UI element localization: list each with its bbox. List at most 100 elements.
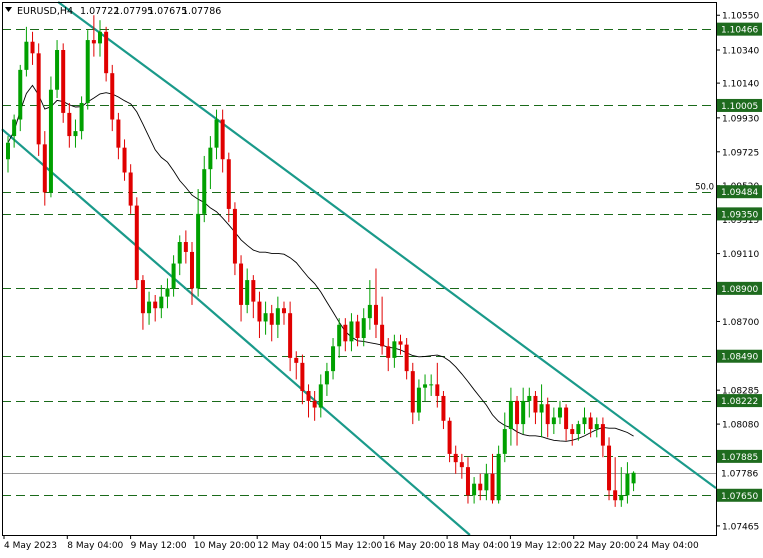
candle (594, 417, 599, 438)
candle (208, 136, 213, 190)
price-tick-label: 1.10340 (722, 47, 759, 57)
candle-body (85, 40, 90, 103)
candle-body (281, 308, 286, 314)
level-labels: 1.10466 1.10005 1.09484 1.09350 1.08900 1.084… (717, 22, 762, 502)
level-label-bg (717, 349, 762, 363)
candle (533, 390, 538, 425)
candle (85, 30, 90, 110)
candle-body (423, 384, 428, 388)
trend-channel (1, 1, 717, 536)
candle-body (324, 371, 329, 385)
candle-body (220, 119, 225, 160)
candle (582, 407, 587, 435)
level-label: 1.10005 (721, 102, 758, 112)
candle (490, 453, 495, 504)
candle-body (441, 395, 446, 421)
candle-body (177, 242, 182, 264)
candle (269, 304, 274, 342)
candle-body (214, 119, 219, 148)
candle (631, 471, 636, 492)
candle (189, 242, 194, 305)
time-tick-label: 22 May 20:00 (574, 541, 636, 551)
candle-body (337, 324, 342, 347)
candle-body (208, 147, 213, 170)
candle (429, 374, 434, 396)
candle-body (631, 472, 636, 484)
candle-body (226, 159, 231, 209)
candle-body (373, 304, 378, 325)
candle (263, 301, 268, 335)
price-tick-label: 1.09930 (722, 114, 759, 124)
candle-body (576, 424, 581, 435)
candle (91, 15, 96, 57)
candle-body (110, 73, 115, 120)
plot-border (2, 2, 717, 536)
candle-body (73, 131, 78, 137)
level-label-bg (717, 488, 762, 502)
candle-body (24, 41, 29, 70)
lower-channel-line (1, 128, 471, 536)
candle (55, 40, 60, 99)
candle (134, 197, 139, 289)
candle (472, 477, 477, 504)
candle-body (97, 31, 102, 44)
candle-body (453, 453, 458, 463)
candle-body (104, 31, 109, 74)
candle (380, 296, 385, 355)
candle-body (245, 280, 250, 305)
candle-body (619, 495, 624, 501)
candle (202, 155, 207, 223)
candle (355, 314, 360, 347)
candle-body (263, 313, 268, 322)
header-close: 1.07786 (182, 6, 221, 17)
candle (447, 417, 452, 463)
candle (153, 294, 158, 322)
candle (61, 43, 66, 123)
candle (625, 462, 630, 504)
candle (349, 313, 354, 352)
candle (177, 235, 182, 276)
candle (619, 467, 624, 507)
candle (545, 397, 550, 438)
candle (110, 64, 115, 132)
candle-body (594, 424, 599, 430)
candle (257, 291, 262, 339)
candle (502, 412, 507, 463)
level-label-bg (717, 185, 762, 199)
candle (300, 354, 305, 405)
candle (613, 457, 618, 507)
level-label: 1.08900 (721, 285, 758, 295)
candle (570, 424, 575, 446)
candle (367, 280, 372, 330)
candle-body (349, 321, 354, 342)
dropdown-arrow-icon[interactable] (5, 7, 12, 12)
candle-body (539, 404, 544, 413)
candle (557, 400, 562, 425)
price-tick-label: 1.10140 (722, 80, 759, 90)
candle (196, 189, 201, 297)
candle-body (521, 400, 526, 425)
candle-body (392, 341, 397, 358)
price-tick-label: 1.07465 (722, 522, 759, 532)
candle-body (545, 404, 550, 425)
level-label: 1.08222 (721, 397, 758, 407)
candle-body (386, 346, 391, 358)
candle (48, 76, 53, 198)
candle (245, 268, 250, 314)
candle-body (478, 483, 483, 491)
candle (539, 384, 544, 438)
candle (306, 384, 311, 418)
candle-body (294, 357, 299, 363)
price-tick-label: 1.09725 (722, 148, 759, 158)
price-tick-label: 1.08080 (722, 421, 759, 431)
candle (288, 301, 293, 372)
candle-body (79, 102, 84, 132)
candle-body (189, 251, 194, 289)
candle-body (557, 407, 562, 418)
candle-body (61, 50, 66, 113)
candle (576, 420, 581, 441)
candle-body (122, 147, 127, 173)
candle-body (128, 172, 133, 206)
candle-body (251, 280, 256, 302)
